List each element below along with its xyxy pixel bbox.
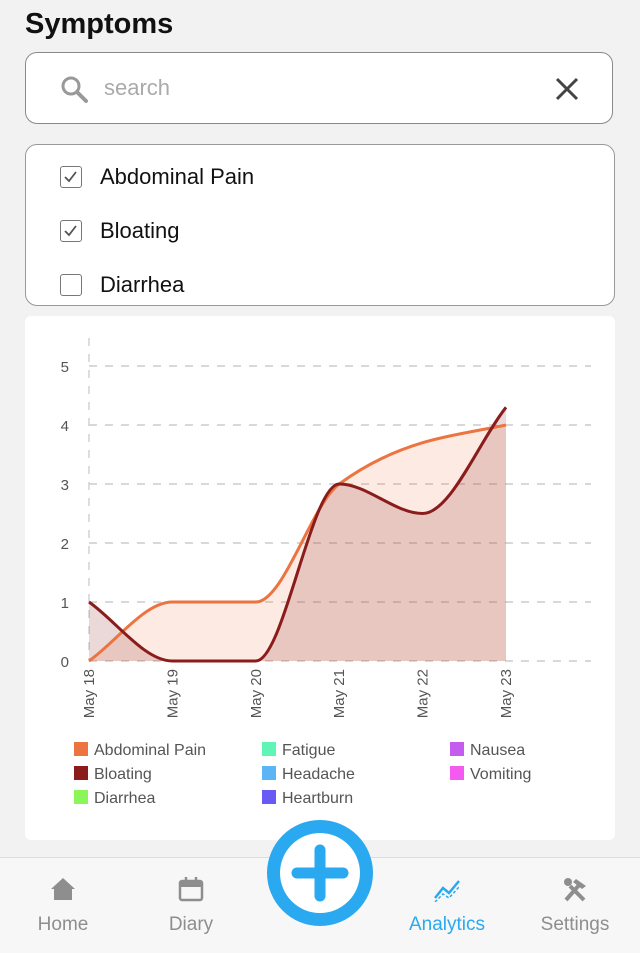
- x-tick-label: May 22: [415, 669, 432, 718]
- legend-label: Abdominal Pain: [94, 742, 206, 759]
- x-tick-label: May 21: [331, 669, 348, 718]
- legend-swatch: [74, 790, 88, 804]
- legend-swatch: [262, 790, 276, 804]
- legend-label: Vomiting: [470, 766, 531, 783]
- legend-label: Heartburn: [282, 790, 353, 807]
- y-tick-label: 5: [61, 359, 69, 376]
- series-area: [89, 407, 506, 661]
- checkmark: [64, 171, 77, 183]
- series-line: [88, 406, 508, 663]
- x-tick-label: May 19: [164, 669, 181, 718]
- nav-label: Settings: [540, 914, 610, 935]
- nav-item[interactable]: Home: [3, 876, 123, 936]
- x-tick-label: May 23: [498, 669, 515, 718]
- series-line: [88, 423, 507, 663]
- y-tick-label: 1: [61, 595, 69, 612]
- nav-icon: [178, 877, 204, 902]
- add-button[interactable]: [267, 820, 373, 926]
- legend-label: Bloating: [94, 766, 152, 783]
- symptom-label: Diarrhea: [100, 272, 185, 297]
- symptom-label: Abdominal Pain: [100, 164, 255, 189]
- clear-button[interactable]: [554, 76, 582, 104]
- checkbox: [60, 220, 82, 242]
- nav-item[interactable]: Settings: [515, 876, 635, 936]
- legend-swatch: [450, 742, 464, 756]
- symptom-label: Bloating: [100, 218, 180, 243]
- legend-swatch: [74, 742, 88, 756]
- nav-label: Diary: [168, 914, 214, 935]
- legend-swatch: [262, 742, 276, 756]
- legend-swatch: [262, 766, 276, 780]
- nav-label: Analytics: [408, 914, 486, 935]
- y-tick-label: 3: [61, 477, 69, 494]
- symptom-item[interactable]: Abdominal Pain: [60, 164, 254, 190]
- search-icon: [61, 76, 88, 103]
- nav-icon: [51, 878, 75, 900]
- legend-label: Nausea: [470, 742, 525, 759]
- checkmark: [64, 225, 77, 237]
- nav-icon: [434, 880, 460, 903]
- x-tick-label: May 18: [81, 669, 98, 718]
- symptom-item[interactable]: Bloating: [60, 218, 180, 244]
- legend-swatch: [74, 766, 88, 780]
- symptom-list: Abdominal Pain Bloating Diarrhea: [25, 144, 615, 306]
- y-tick-label: 2: [61, 536, 69, 553]
- check: [64, 171, 77, 183]
- symptom-item[interactable]: Diarrhea: [60, 272, 184, 298]
- chart-card: 0 1 2 3 4 5 May 18 May 19 May 20 May 21 May 22 May …: [25, 316, 615, 840]
- legend-label: Diarrhea: [94, 790, 155, 807]
- nav-icon: [564, 878, 586, 902]
- nav-item[interactable]: Diary: [131, 876, 251, 936]
- y-tick-label: 4: [61, 418, 69, 435]
- chart: 0 1 2 3 4 5 May 18 May 19 May 20 May 21 May 22 May …: [61, 338, 591, 807]
- check: [64, 225, 77, 237]
- nav-label: Home: [37, 914, 89, 935]
- legend-label: Headache: [282, 766, 355, 783]
- page-title: Symptoms: [25, 8, 174, 40]
- legend-swatch: [450, 766, 464, 780]
- nav-item[interactable]: Analytics: [387, 876, 507, 936]
- add-icon: [280, 833, 360, 913]
- y-tick-label: 0: [61, 654, 69, 671]
- search-placeholder: search: [104, 75, 171, 100]
- legend-label: Fatigue: [282, 742, 335, 759]
- x-tick-label: May 20: [248, 669, 265, 718]
- checkbox: [60, 274, 82, 296]
- search-box[interactable]: search: [25, 52, 613, 124]
- checkbox: [60, 166, 82, 188]
